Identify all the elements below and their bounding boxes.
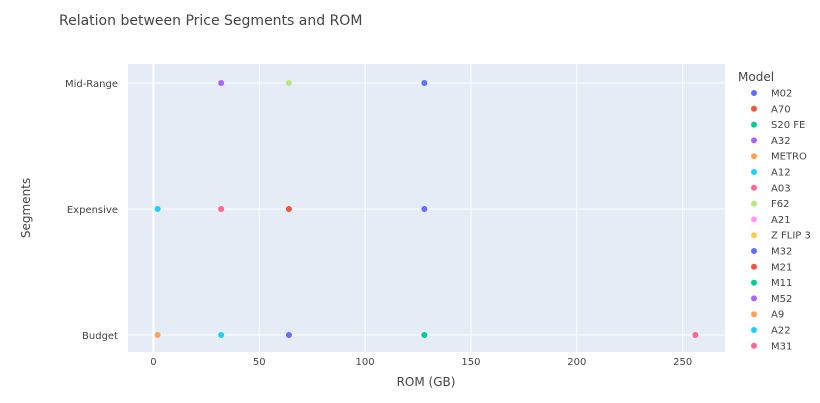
legend-label: A9 bbox=[771, 310, 784, 321]
y-tick-label: Budget bbox=[82, 331, 118, 342]
x-axis-ticks: 0 50 100 150 200 250 bbox=[150, 357, 692, 368]
legend: Model M02 A70 S20 FE A32 METRO A12 A03 F62 A21 Z … bbox=[738, 70, 811, 352]
legend-label: Z FLIP 3 bbox=[771, 231, 811, 242]
legend-marker bbox=[751, 279, 757, 286]
legend-label: A12 bbox=[771, 168, 791, 179]
legend-label: M02 bbox=[771, 89, 792, 100]
legend-marker bbox=[751, 90, 757, 96]
legend-label: F62 bbox=[771, 199, 789, 210]
x-tick-label: 250 bbox=[673, 357, 692, 368]
data-point bbox=[285, 332, 292, 338]
x-tick-label: 150 bbox=[461, 357, 480, 368]
legend-marker bbox=[751, 263, 757, 270]
x-tick-label: 0 bbox=[150, 357, 156, 368]
legend-title: Model bbox=[738, 70, 774, 84]
legend-marker bbox=[751, 169, 757, 175]
x-axis-title: ROM (GB) bbox=[397, 375, 456, 389]
legend-marker bbox=[751, 327, 757, 333]
data-point bbox=[218, 206, 225, 212]
y-tick-label: Expensive bbox=[67, 205, 118, 216]
y-axis-ticks: Budget Expensive Mid-Range bbox=[65, 79, 118, 342]
legend-marker bbox=[751, 153, 757, 160]
data-point bbox=[285, 206, 292, 212]
legend-label: A70 bbox=[771, 104, 791, 115]
legend-label: M52 bbox=[771, 294, 792, 305]
legend-marker bbox=[751, 121, 757, 128]
data-point bbox=[421, 206, 428, 212]
legend-label: M21 bbox=[771, 262, 792, 273]
legend-label: A03 bbox=[771, 183, 791, 194]
legend-marker bbox=[751, 232, 757, 239]
legend-marker bbox=[751, 105, 757, 112]
y-tick-label: Mid-Range bbox=[65, 79, 118, 90]
chart-title: Relation between Price Segments and ROM bbox=[59, 13, 362, 29]
legend-marker bbox=[751, 184, 757, 191]
data-point bbox=[154, 206, 161, 212]
legend-marker bbox=[751, 295, 757, 302]
legend-marker bbox=[751, 137, 757, 144]
legend-marker bbox=[751, 342, 757, 349]
x-tick-label: 200 bbox=[567, 357, 586, 368]
data-point bbox=[154, 332, 161, 338]
legend-label: M32 bbox=[771, 247, 792, 258]
x-tick-label: 50 bbox=[253, 357, 266, 368]
legend-label: A32 bbox=[771, 136, 791, 147]
legend-label: A22 bbox=[771, 326, 791, 337]
legend-marker bbox=[751, 311, 757, 318]
data-point bbox=[692, 332, 699, 338]
data-points bbox=[154, 80, 699, 338]
legend-label: A21 bbox=[771, 215, 791, 226]
legend-label: S20 FE bbox=[771, 120, 805, 131]
data-point bbox=[285, 80, 292, 86]
grid-lines bbox=[128, 64, 725, 352]
legend-label: M11 bbox=[771, 278, 792, 289]
data-point bbox=[421, 332, 428, 338]
legend-label: M31 bbox=[771, 341, 792, 352]
data-point bbox=[218, 80, 225, 86]
y-axis-title: Segments bbox=[19, 178, 33, 238]
data-point bbox=[421, 80, 428, 86]
legend-marker bbox=[751, 248, 757, 254]
legend-label: METRO bbox=[771, 152, 807, 163]
legend-marker bbox=[751, 216, 757, 223]
x-tick-label: 100 bbox=[356, 357, 375, 368]
legend-marker bbox=[751, 200, 757, 207]
data-point bbox=[218, 332, 225, 338]
